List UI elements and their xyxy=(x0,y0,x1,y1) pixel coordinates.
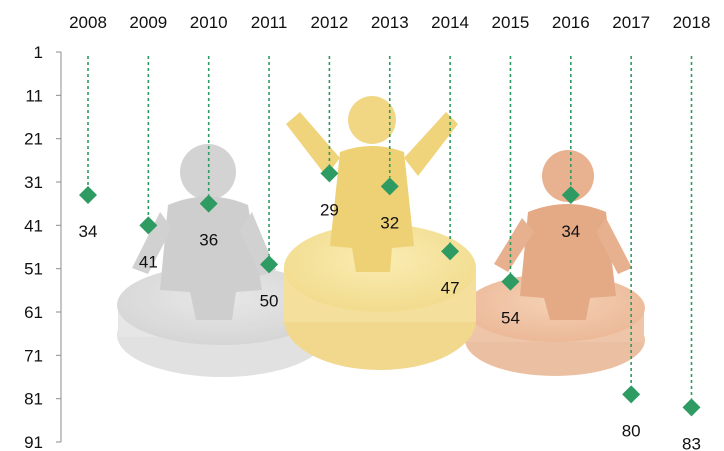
x-tick-label: 2012 xyxy=(310,13,348,32)
y-tick-label: 91 xyxy=(24,433,43,451)
data-label: 36 xyxy=(199,231,218,250)
data-label: 80 xyxy=(622,421,641,440)
x-tick-label: 2009 xyxy=(129,13,167,32)
data-label: 50 xyxy=(260,291,279,310)
data-point-marker xyxy=(380,177,399,196)
x-tick-label: 2010 xyxy=(190,13,228,32)
y-tick-label: 41 xyxy=(24,216,43,235)
y-tick-label: 1 xyxy=(34,43,43,62)
data-label: 32 xyxy=(380,213,399,232)
data-point-marker xyxy=(501,272,520,291)
data-labels: 34 41 36 50 29 32 47 54 34 80 83 xyxy=(79,200,701,451)
data-label: 34 xyxy=(561,222,580,241)
data-point-marker xyxy=(260,255,279,274)
data-label: 34 xyxy=(79,222,98,241)
data-label: 47 xyxy=(441,278,460,297)
data-point-marker xyxy=(79,186,97,204)
y-tick-label: 51 xyxy=(24,260,43,279)
data-point-marker xyxy=(682,398,701,417)
drop-lines xyxy=(87,56,693,399)
x-axis-ticks: 2008 2009 2010 2011 2012 2013 2014 2015 2016 2017… xyxy=(69,13,710,32)
data-point-marker xyxy=(561,186,580,204)
x-tick-label: 2015 xyxy=(492,13,530,32)
podium-background-illustration xyxy=(117,96,645,377)
x-tick-label: 2011 xyxy=(251,13,288,32)
x-tick-label: 2017 xyxy=(612,13,650,32)
y-tick-label: 81 xyxy=(24,390,43,409)
data-point-marker xyxy=(441,242,460,261)
y-tick-label: 31 xyxy=(24,173,43,192)
x-tick-label: 2016 xyxy=(552,13,590,32)
y-tick-label: 61 xyxy=(24,303,43,322)
x-tick-label: 2008 xyxy=(69,13,107,32)
data-point-marker xyxy=(622,385,641,404)
data-label: 54 xyxy=(501,309,520,328)
x-tick-label: 2018 xyxy=(673,13,711,32)
data-label: 29 xyxy=(320,200,339,219)
data-label: 41 xyxy=(139,252,158,271)
y-tick-label: 71 xyxy=(24,346,43,365)
data-label: 83 xyxy=(682,434,701,451)
y-tick-label: 21 xyxy=(24,130,43,149)
data-markers xyxy=(79,164,701,417)
data-point-marker xyxy=(139,216,158,235)
data-point-marker xyxy=(199,194,218,213)
data-point-marker xyxy=(320,164,339,183)
x-tick-label: 2014 xyxy=(431,13,469,32)
x-tick-label: 2013 xyxy=(371,13,409,32)
y-tick-label: 11 xyxy=(25,86,43,105)
